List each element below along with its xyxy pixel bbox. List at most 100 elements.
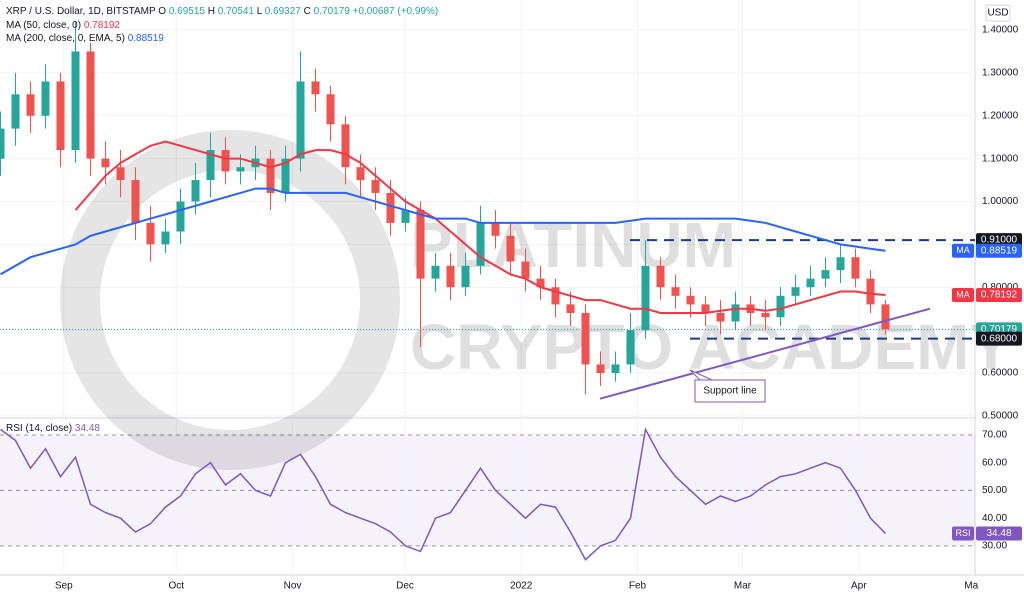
- change: +0.00687 (+0.99%): [353, 6, 439, 17]
- symbol: XRP / U.S. Dollar, 1D, BITSTAMP: [6, 6, 156, 17]
- candle-body: [821, 270, 830, 279]
- price-badge-label: 0.70179: [981, 324, 1018, 335]
- candle-body: [26, 94, 35, 116]
- candle-body: [311, 81, 320, 95]
- price-badge: [976, 243, 1022, 258]
- ohlc-value: 0.69515: [169, 6, 206, 17]
- series-value: 34.48: [75, 423, 100, 434]
- y-tick-label: 40.00: [982, 513, 1007, 524]
- candle-body: [356, 167, 365, 181]
- candle-body: [671, 287, 680, 296]
- support-line: [599, 307, 931, 400]
- tag-label: MA: [956, 289, 970, 299]
- price-badge-label: 0.68000: [981, 333, 1018, 344]
- price-badge-label: 0.88519: [981, 245, 1018, 256]
- tag-box: [952, 243, 974, 258]
- candle-body: [851, 257, 860, 279]
- series-name: RSI (14, close): [6, 423, 72, 434]
- candle-body: [176, 201, 185, 232]
- price-badge-label: 0.91000: [981, 235, 1018, 246]
- ohlc-value: 0.70179: [314, 6, 351, 17]
- legend-row: MA (50, close, 0) 0.78192: [6, 20, 120, 31]
- tag-box: [952, 287, 974, 302]
- candle-body: [521, 261, 530, 279]
- candle-body: [866, 278, 875, 305]
- y-tick-label: 0.50000: [982, 410, 1019, 421]
- price-badge: [976, 287, 1022, 302]
- candle-body: [11, 94, 20, 129]
- candle-body: [206, 150, 215, 181]
- candle-body: [161, 231, 170, 245]
- series-value: 0.88519: [128, 33, 165, 44]
- candle-body: [566, 304, 575, 313]
- candle-body: [401, 210, 410, 223]
- watermark-logo: [60, 130, 400, 470]
- candle-body: [221, 150, 230, 172]
- candle-body: [296, 81, 305, 159]
- price-badge: [976, 331, 1022, 346]
- candle-body: [776, 295, 785, 318]
- candle-body: [116, 167, 125, 181]
- currency: USD: [987, 8, 1008, 19]
- candle-body: [476, 222, 485, 266]
- candle-body: [146, 222, 155, 245]
- candle-body: [716, 312, 725, 322]
- candle-body: [761, 312, 770, 318]
- x-tick-label: Dec: [396, 581, 414, 592]
- candle-body: [236, 167, 245, 172]
- ohlc-label: C: [304, 6, 311, 17]
- ohlc-label: O: [158, 6, 166, 17]
- candle-body: [656, 265, 665, 288]
- candle-body: [446, 265, 455, 288]
- tag-label: MA: [956, 245, 970, 255]
- candle-body: [281, 158, 290, 193]
- candle-body: [836, 257, 845, 271]
- watermark: PLATINUM CRYPTO ACADEMY: [60, 130, 1012, 470]
- candle-body: [731, 304, 740, 322]
- x-tick-label: Apr: [851, 581, 867, 592]
- y-tick-label: 1.20000: [982, 110, 1019, 121]
- y-tick-label: 1.30000: [982, 68, 1019, 79]
- candle-body: [536, 278, 545, 288]
- price-badge-label: 34.48: [986, 528, 1011, 539]
- annotation-box: [689, 369, 766, 403]
- candle-body: [326, 94, 335, 125]
- candle-body: [641, 265, 650, 331]
- annotation-text: Support line: [703, 386, 757, 397]
- rsi-line: [0, 427, 887, 561]
- candle-body: [0, 128, 5, 159]
- candle-body: [71, 51, 80, 151]
- x-tick-label: Feb: [629, 581, 647, 592]
- candle-body: [191, 180, 200, 202]
- ohlc-value: 0.69327: [265, 6, 302, 17]
- ohlc-label: H: [208, 6, 215, 17]
- candle-body: [416, 210, 425, 279]
- price-badge-label: 0.78192: [981, 290, 1018, 301]
- x-tick-label: Oct: [168, 581, 184, 592]
- candle-body: [686, 295, 695, 305]
- candle-body: [611, 364, 620, 373]
- candle-body: [491, 222, 500, 236]
- candle-body: [56, 81, 65, 151]
- candle-body: [581, 312, 590, 365]
- candle-body: [461, 265, 470, 288]
- candle-body: [626, 330, 635, 365]
- candle-body: [806, 278, 815, 288]
- y-tick-label: 1.00000: [982, 196, 1019, 207]
- candle-body: [596, 364, 605, 373]
- y-tick-label: 0.60000: [982, 368, 1019, 379]
- candle-body: [101, 158, 110, 168]
- currency-box[interactable]: [985, 4, 1011, 22]
- tag-label: RSI: [955, 528, 970, 538]
- ma-line: [0, 187, 886, 276]
- y-tick-label: 0.80000: [982, 282, 1019, 293]
- x-tick-label: Nov: [284, 581, 302, 592]
- candle-body: [431, 265, 440, 279]
- candle-body: [386, 192, 395, 223]
- candle-body: [341, 124, 350, 168]
- candle-body: [86, 51, 95, 159]
- ma-line: [74, 140, 886, 314]
- x-tick-label: 2022: [510, 581, 533, 592]
- price-badge: [976, 526, 1022, 541]
